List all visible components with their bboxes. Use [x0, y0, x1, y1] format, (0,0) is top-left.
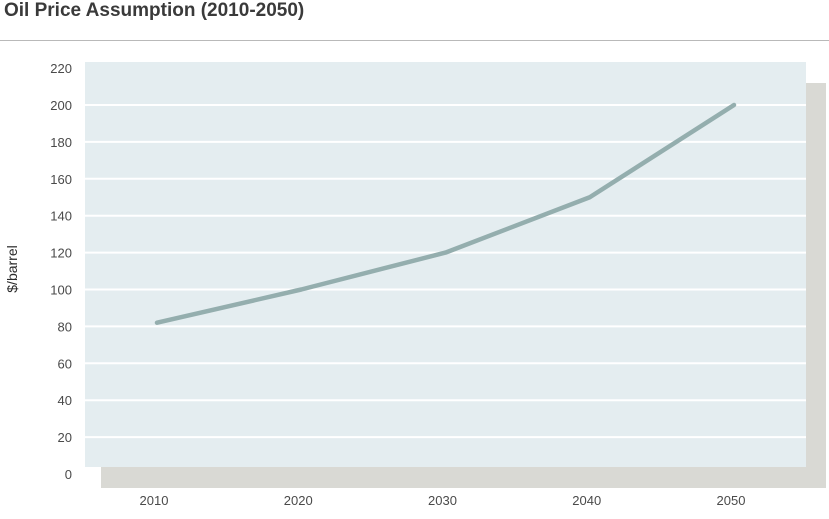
series-lines [154, 102, 737, 325]
y-tick-label: 160 [50, 172, 72, 187]
gridlines [85, 104, 806, 439]
y-tick-label: 0 [65, 467, 72, 482]
y-tick-label: 120 [50, 246, 72, 261]
series-line [154, 102, 737, 325]
x-tick-label: 2040 [572, 493, 601, 508]
y-tick-label: 40 [58, 393, 72, 408]
title-divider [0, 40, 829, 41]
y-tick-label: 140 [50, 209, 72, 224]
x-tick-label: 2020 [284, 493, 313, 508]
x-tick-label: 2010 [140, 493, 169, 508]
x-tick-label: 2050 [717, 493, 746, 508]
y-tick-label: 200 [50, 98, 72, 113]
y-axis-label: $/barrel [4, 245, 20, 292]
y-tick-label: 220 [50, 61, 72, 76]
plot-area [85, 62, 806, 467]
chart-title: Oil Price Assumption (2010-2050) [4, 0, 305, 21]
y-tick-label: 60 [58, 356, 72, 371]
y-tick-label: 180 [50, 135, 72, 150]
y-axis-ticks: 0 20 40 60 80 100 120 140 160 180 200 220 [50, 61, 72, 482]
y-tick-label: 100 [50, 283, 72, 298]
y-tick-label: 20 [58, 430, 72, 445]
x-tick-label: 2030 [428, 493, 457, 508]
y-tick-label: 80 [58, 319, 72, 334]
x-axis-ticks: 2010 2020 2030 2040 2050 [140, 493, 746, 508]
